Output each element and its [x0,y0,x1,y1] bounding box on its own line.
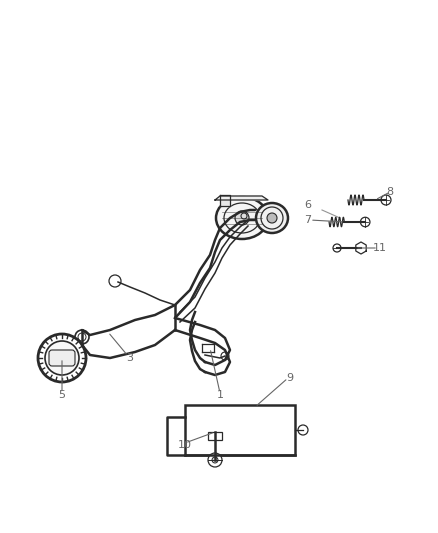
Text: 7: 7 [304,215,311,225]
Circle shape [75,330,89,344]
Circle shape [220,352,229,360]
Text: 1: 1 [216,390,223,400]
Circle shape [360,217,369,227]
Ellipse shape [255,203,287,233]
Circle shape [266,213,276,223]
Circle shape [332,244,340,252]
FancyBboxPatch shape [49,350,75,366]
Circle shape [109,275,121,287]
Circle shape [234,211,248,225]
Circle shape [38,334,86,382]
Text: 9: 9 [286,373,293,383]
Text: 8: 8 [385,187,392,197]
Text: 11: 11 [372,243,386,253]
Text: 10: 10 [177,440,191,450]
Text: 6: 6 [304,200,311,210]
Polygon shape [208,432,222,440]
Polygon shape [215,196,267,200]
Circle shape [45,341,79,375]
Polygon shape [219,195,230,206]
Bar [184,405,294,455]
Ellipse shape [215,197,267,239]
Circle shape [380,195,390,205]
Text: 5: 5 [58,390,65,400]
Text: 3: 3 [126,353,133,363]
Circle shape [208,453,222,467]
Circle shape [212,457,218,463]
